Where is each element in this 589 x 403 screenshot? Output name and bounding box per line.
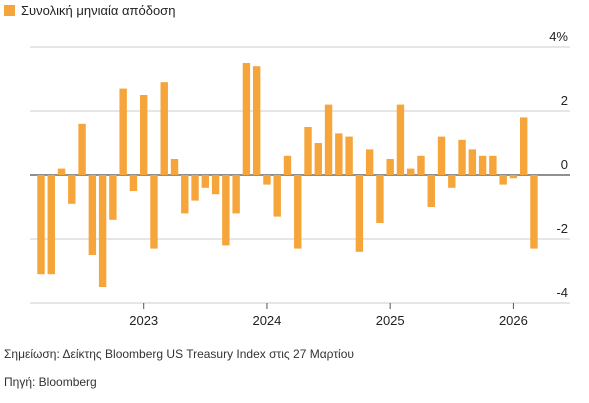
y-tick-label: 4% [549, 29, 568, 44]
bar [396, 104, 405, 175]
bar [314, 143, 322, 175]
bar [68, 175, 76, 204]
bar [78, 123, 86, 175]
bar [417, 155, 425, 175]
bar [98, 175, 107, 287]
bar [263, 175, 271, 185]
x-tick-label: 2025 [376, 313, 405, 328]
bar [335, 133, 343, 175]
bar [88, 175, 97, 255]
bar [211, 175, 220, 195]
bar [448, 175, 456, 188]
bar [191, 175, 199, 201]
y-tick-label: -2 [556, 221, 568, 236]
bar [407, 168, 415, 175]
x-tick-label: 2026 [499, 313, 528, 328]
y-tick-label: -4 [556, 285, 568, 300]
bar [109, 175, 117, 220]
bar [222, 175, 230, 246]
bar [489, 155, 497, 175]
y-tick-label: 0 [561, 157, 568, 172]
bar [232, 175, 240, 214]
x-tick-label: 2023 [129, 313, 158, 328]
legend-label: Συνολική μηνιαία απόδοση [21, 3, 175, 18]
bar [478, 155, 487, 175]
legend-swatch [4, 5, 15, 16]
bar [386, 159, 394, 175]
bar [530, 175, 538, 249]
bar [509, 175, 518, 179]
bar [170, 159, 179, 175]
bar [242, 63, 251, 175]
bar [181, 175, 189, 214]
bar [252, 66, 261, 175]
bar [304, 127, 312, 175]
bar [140, 95, 148, 175]
x-tick-label: 2024 [252, 313, 281, 328]
bar [283, 155, 292, 175]
bar [129, 175, 138, 191]
bar [345, 136, 353, 175]
bar [355, 175, 364, 252]
bar [499, 175, 507, 185]
bar [468, 149, 477, 175]
bar [365, 149, 374, 175]
bar [201, 175, 210, 188]
note: Σημείωση: Δείκτης Bloomberg US Treasury … [4, 347, 354, 361]
bar [376, 175, 384, 223]
bar [427, 175, 435, 207]
bar [47, 175, 55, 275]
bar [160, 82, 168, 175]
bar [294, 175, 302, 249]
source: Πηγή: Bloomberg [4, 375, 97, 389]
y-tick-label: 2 [561, 93, 568, 108]
bar [519, 117, 528, 175]
bar [150, 175, 158, 249]
bar [437, 136, 446, 175]
bar [458, 139, 466, 175]
bar [37, 175, 45, 275]
bar [57, 168, 66, 175]
bar [324, 104, 333, 175]
bar [119, 88, 127, 175]
bar [273, 175, 281, 217]
